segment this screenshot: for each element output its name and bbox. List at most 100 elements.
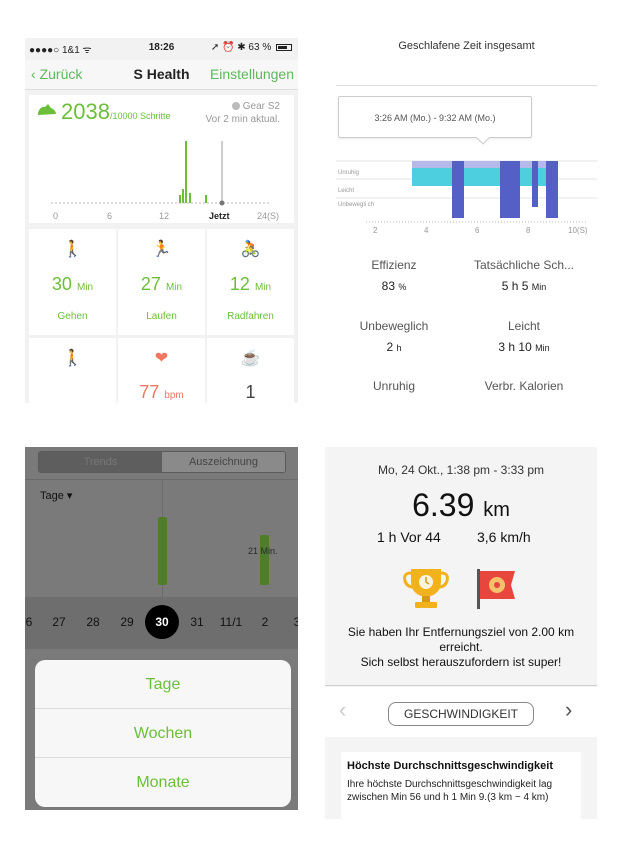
date-item-selected[interactable]: 30: [145, 605, 179, 639]
trends-segmented-control: Trends Auszeichnung: [38, 451, 286, 473]
speed: 3,6 km/h: [477, 529, 531, 545]
tile-label: Radfahren: [227, 311, 274, 322]
coffee-icon: ☕: [240, 350, 261, 367]
tile-hiking[interactable]: 🚶: [29, 338, 116, 403]
shoe-icon: [38, 104, 56, 115]
tile-label: Laufen: [146, 311, 177, 322]
section-navigator: ‹ GESCHWINDIGKEIT ›: [325, 687, 597, 737]
divider: [325, 685, 597, 686]
tile-value: 12 Min: [229, 274, 272, 294]
tile-value: 1: [245, 382, 256, 402]
date-scroller[interactable]: 6 27 28 29 30 31 11/1 2 3: [25, 597, 298, 649]
deep-block: [500, 161, 520, 218]
x-tick: 12: [159, 211, 169, 221]
now-marker: [219, 200, 225, 206]
walk-summary-panel: Mo, 24 Okt., 1:38 pm - 3:33 pm 6.39 km 1…: [325, 447, 597, 819]
sleep-range-tooltip: 3:26 AM (Mo.) - 9:32 AM (Mo.): [338, 96, 532, 138]
last-updated: Vor 2 min aktual.: [205, 114, 280, 125]
tile-walking[interactable]: 🚶 30 Min Gehen: [29, 229, 116, 335]
x-tick: 10(S): [568, 226, 588, 235]
light-block: [412, 168, 452, 186]
next-section-button[interactable]: ›: [565, 697, 573, 722]
steps-count: 2038/10000 Schritte: [61, 99, 171, 124]
x-tick: 6: [107, 211, 112, 221]
date-item[interactable]: 29: [120, 615, 134, 629]
option-days[interactable]: Tage: [35, 660, 291, 709]
carrier-signal: ●●●●○ 1&1 ᯤ: [29, 45, 92, 56]
steps-goal: /10000 Schritte: [109, 111, 171, 121]
status-icons: ➚ ⏰ ✱ 63 %: [210, 42, 272, 53]
run-icon: 🏃: [151, 241, 172, 258]
watch-icon: [231, 102, 240, 111]
tab-trends[interactable]: Trends: [39, 452, 162, 472]
x-tick: 6: [475, 226, 480, 235]
divider: [25, 479, 298, 480]
tile-caffeine[interactable]: ☕ 1: [207, 338, 294, 403]
tooltip-pointer: [476, 137, 490, 145]
sleep-title: Geschlafene Zeit insgesamt: [398, 40, 535, 52]
deep-block: [452, 161, 464, 218]
light-block: [538, 168, 546, 186]
trophy-icon: [403, 569, 449, 608]
option-months[interactable]: Monate: [136, 774, 190, 791]
light-block: [464, 168, 500, 186]
activity-bar: [260, 535, 269, 585]
goal-message: Sie haben Ihr Entfernungsziel von 2.00 k…: [347, 625, 575, 669]
nav-bar: ‹ Zurück S Health Einstellungen: [25, 60, 298, 90]
period-dropdown[interactable]: Tage ▾: [40, 490, 73, 502]
x-tick: 4: [424, 226, 429, 235]
date-item[interactable]: 27: [52, 615, 66, 629]
date-item[interactable]: 11/1: [219, 615, 243, 629]
deep-block: [546, 161, 558, 218]
bar-label: 21 Min.: [248, 546, 278, 556]
level-label: Unruhig: [338, 170, 359, 176]
workout-date: Mo, 24 Okt., 1:38 pm - 3:33 pm: [377, 463, 545, 477]
steps-card[interactable]: 2038/10000 Schritte Gear S2 Vor 2 min ak…: [29, 95, 294, 223]
level-label: Unbewegli ch: [338, 202, 374, 208]
status-bar: ●●●●○ 1&1 ᯤ 18:26 ➚ ⏰ ✱ 63 %: [25, 38, 298, 58]
stat-actual-sleep: Tatsächliche Sch... 5 h 5 Min: [473, 258, 575, 293]
x-tick: 8: [526, 226, 531, 235]
step-bar: [182, 189, 184, 203]
activity-bar: [158, 517, 167, 585]
tile-value: 30 Min: [51, 274, 94, 294]
sleep-stage-chart: Unruhig Leicht Unbewegli ch 2 4 6 8 10(S…: [336, 160, 597, 235]
date-item[interactable]: 2: [261, 615, 269, 629]
section-label: GESCHWINDIGKEIT: [388, 702, 534, 726]
status-right: ➚ ⏰ ✱ 63 %: [211, 42, 292, 53]
tile-heart-rate[interactable]: ❤ 77 bpm: [118, 338, 205, 403]
distance: 6.39 km: [412, 487, 510, 523]
period-action-sheet: Tage Wochen Monate: [35, 660, 291, 807]
prev-section-button[interactable]: ‹: [339, 697, 347, 722]
option-weeks[interactable]: Wochen: [35, 709, 291, 758]
bike-icon: 🚴: [240, 241, 261, 258]
settings-button[interactable]: Einstellungen: [209, 66, 294, 82]
x-tick: 0: [53, 211, 58, 221]
duration: 1 h Vor 44: [377, 529, 441, 545]
restless-band: [412, 161, 558, 169]
date-item[interactable]: 31: [190, 615, 204, 629]
tile-value: 77 bpm: [139, 382, 184, 402]
sleep-detail-panel: Geschlafene Zeit insgesamt 3:26 AM (Mo.)…: [336, 38, 597, 403]
x-tick: Jetzt: [209, 211, 230, 221]
back-button[interactable]: ‹ Zurück: [31, 66, 83, 82]
tile-value: 27 Min: [140, 274, 183, 294]
info-title: Höchste Durchschnittsgeschwindigkeit: [347, 760, 553, 772]
activity-trends-panel: Trends Auszeichnung Tage ▾ 21 Min. 6 27 …: [25, 447, 298, 810]
step-bar: [185, 141, 187, 203]
tile-cycling[interactable]: 🚴 12 Min Radfahren: [207, 229, 294, 335]
date-item[interactable]: 3: [293, 615, 298, 629]
tab-records[interactable]: Auszeichnung: [162, 452, 285, 472]
step-bar: [189, 193, 191, 203]
battery-icon: [276, 43, 292, 51]
stat-efficiency: Effizienz 83 %: [371, 258, 417, 293]
date-item[interactable]: 28: [86, 615, 100, 629]
page-title: S Health: [133, 66, 190, 82]
stat-motionless: Unbeweglich 2 h: [359, 319, 429, 354]
device-name: Gear S2: [231, 101, 280, 112]
step-bar: [205, 195, 207, 203]
date-item[interactable]: 6: [25, 615, 33, 629]
x-tick: 24(S): [257, 211, 279, 221]
tile-running[interactable]: 🏃 27 Min Laufen: [118, 229, 205, 335]
info-body: Ihre höchste Durchschnittsgeschwindigkei…: [347, 779, 553, 803]
